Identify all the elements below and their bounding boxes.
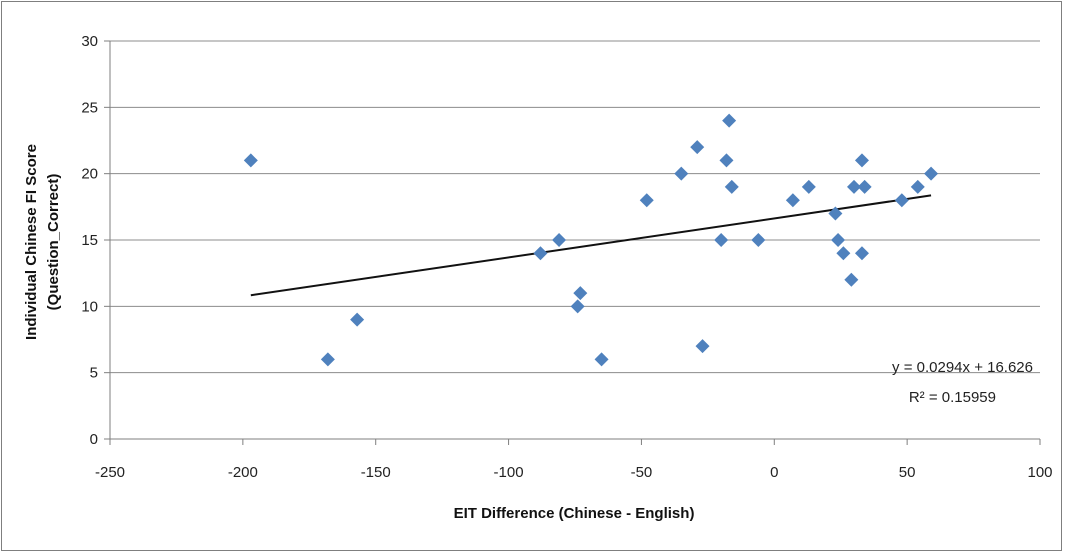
grid-lines — [110, 40, 1040, 374]
y-tick-label: 30 — [81, 33, 98, 50]
data-points — [243, 113, 939, 367]
data-point — [836, 246, 851, 261]
tick-labels: 0 5 10 15 20 25 30 -250 -200 -150 -100 -50 0 50 100 — [81, 33, 1052, 481]
axes — [104, 40, 1041, 445]
data-point — [894, 193, 909, 208]
data-point — [243, 153, 258, 168]
x-tick-label: 50 — [899, 464, 916, 481]
data-point — [533, 246, 548, 261]
y-tick-label: 5 — [90, 365, 98, 382]
data-point — [910, 179, 925, 194]
data-point — [724, 179, 739, 194]
data-point — [847, 179, 861, 194]
data-point — [828, 206, 843, 221]
x-tick-label: -250 — [95, 464, 125, 481]
data-point — [801, 179, 816, 194]
trendline-group — [250, 194, 932, 297]
data-point — [674, 166, 689, 181]
data-point — [714, 233, 729, 247]
x-tick-label: -200 — [228, 464, 258, 481]
trendline — [250, 194, 932, 297]
data-point — [573, 286, 588, 301]
data-point — [639, 193, 654, 208]
y-tick-label: 20 — [81, 166, 98, 183]
y-tick-label: 15 — [81, 232, 98, 249]
data-point — [690, 140, 705, 155]
x-tick-label: -100 — [494, 464, 524, 481]
data-point — [552, 233, 567, 247]
y-tick-label: 0 — [90, 431, 98, 448]
data-point — [350, 312, 365, 327]
data-point — [722, 113, 737, 128]
y-tick-label: 10 — [81, 298, 98, 315]
y-axis-title-line-1: Individual Chinese FI Score — [23, 144, 40, 340]
data-point — [719, 153, 734, 168]
data-point — [854, 153, 869, 168]
data-point — [844, 272, 859, 287]
x-tick-label: 100 — [1027, 464, 1052, 481]
data-point — [785, 193, 800, 208]
trendline-equation: y = 0.0294x + 16.626 — [892, 359, 1033, 376]
data-point — [924, 166, 939, 181]
x-tick-label: 0 — [770, 464, 778, 481]
data-point — [854, 246, 869, 261]
y-axis-title-line-2: (Question_Correct) — [45, 174, 62, 311]
data-point — [570, 299, 585, 314]
r-squared-label: R² = 0.15959 — [909, 389, 996, 406]
data-point — [320, 352, 335, 367]
data-point — [831, 233, 846, 247]
data-point — [695, 339, 710, 354]
data-point — [594, 352, 609, 367]
x-tick-label: -50 — [631, 464, 653, 481]
y-tick-label: 25 — [81, 99, 98, 116]
data-point — [857, 179, 872, 194]
x-tick-label: -150 — [361, 464, 391, 481]
x-axis-title: EIT Difference (Chinese - English) — [454, 505, 695, 522]
data-point — [751, 233, 766, 247]
